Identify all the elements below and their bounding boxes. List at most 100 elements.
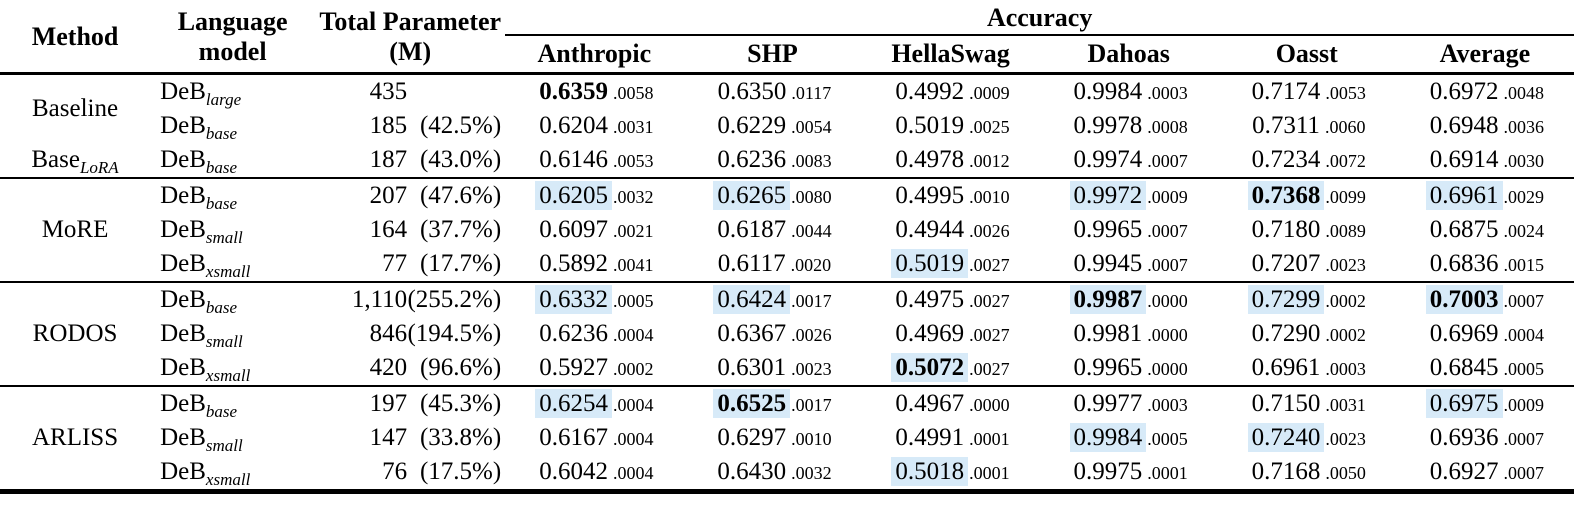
model-size-subscript: small	[205, 436, 243, 455]
col-header-accuracy-span: Accuracy	[505, 2, 1574, 36]
param-cell: 187 (43.0%)	[315, 143, 505, 178]
col-header-method: Method	[31, 22, 119, 52]
accuracy-value: 0.5019	[891, 249, 969, 278]
accuracy-cell: 0.6204.0031	[505, 109, 683, 143]
accuracy-cell: 0.4995.0010	[862, 178, 1040, 213]
model-name: DeB	[160, 216, 206, 243]
accuracy-cell: 0.7299.0002	[1218, 282, 1396, 317]
model-size-subscript: small	[205, 228, 243, 247]
param-percent: (45.3%)	[419, 390, 502, 417]
accuracy-value: 0.6430	[717, 458, 787, 485]
param-count: 147	[369, 424, 408, 451]
col-header-shp: SHP	[747, 39, 798, 69]
accuracy-cell: 0.5072.0027	[862, 351, 1040, 386]
accuracy-cell: 0.7168.0050	[1218, 455, 1396, 492]
accuracy-stddev: .0007	[1503, 291, 1545, 311]
accuracy-stddev: .0054	[791, 117, 832, 137]
accuracy-value: 0.6301	[717, 354, 787, 381]
accuracy-cell: 0.6042.0004	[505, 455, 683, 492]
accuracy-cell: 0.6146.0053	[505, 143, 683, 178]
accuracy-stddev: .0060	[1324, 117, 1366, 137]
accuracy-value: 0.6972	[1429, 78, 1499, 105]
table-row: RODOS DeBbase 1,110(255.2%) 0.6332.0005 …	[0, 282, 1574, 347]
accuracy-cell: 0.6936.0007	[1396, 421, 1574, 455]
accuracy-value: 0.7299	[1247, 285, 1325, 314]
accuracy-value: 0.9977	[1073, 390, 1143, 417]
param-count: 185	[369, 112, 408, 139]
accuracy-value: 0.7290	[1251, 320, 1321, 347]
accuracy-value: 0.6875	[1429, 216, 1499, 243]
table-row: ARLISS DeBbase 197 (45.3%) 0.6254.0004 0.…	[0, 386, 1574, 451]
accuracy-value: 0.6236	[539, 320, 608, 347]
accuracy-stddev: .0001	[969, 463, 1010, 483]
accuracy-stddev: .0036	[1503, 117, 1545, 137]
block-rodos: RODOS DeBbase 1,110(255.2%) 0.6332.0005 …	[0, 282, 1574, 386]
accuracy-cell: 0.4992.0009	[862, 74, 1040, 110]
accuracy-cell: 0.6297.0010	[683, 421, 861, 455]
table-row: DeBxsmall 77 (17.7%) 0.5892.0041 0.6117.0…	[0, 247, 1574, 282]
accuracy-cell: 0.5018.0001	[862, 455, 1040, 492]
accuracy-stddev: .0053	[1325, 83, 1366, 103]
accuracy-cell: 0.6236.0083	[683, 143, 861, 178]
accuracy-cell: 0.6975.0009	[1396, 386, 1574, 421]
accuracy-cell: 0.9945.0007	[1040, 247, 1218, 282]
accuracy-value: 0.6836	[1429, 250, 1499, 277]
accuracy-value: 0.7311	[1252, 112, 1320, 139]
accuracy-value: 0.9965	[1073, 354, 1143, 381]
accuracy-cell: 0.9984.0003	[1040, 74, 1218, 110]
accuracy-cell: 0.5892.0041	[505, 247, 683, 282]
accuracy-value: 0.6236	[717, 146, 787, 173]
header-row-datasets: Anthropic SHP HellaSwag Dahoas Oasst Ave…	[0, 35, 1574, 74]
accuracy-cell: 0.6117.0020	[683, 247, 861, 282]
accuracy-value: 0.4967	[895, 390, 965, 417]
accuracy-stddev: .0002	[612, 359, 654, 379]
accuracy-stddev: .0005	[1503, 359, 1545, 379]
accuracy-cell: 0.6254.0004	[505, 386, 683, 421]
accuracy-value: 0.7207	[1251, 250, 1321, 277]
accuracy-stddev: .0031	[612, 117, 654, 137]
accuracy-value: 0.4944	[895, 216, 965, 243]
accuracy-value: 0.4991	[895, 424, 965, 451]
accuracy-stddev: .0024	[1503, 221, 1545, 241]
accuracy-value: 0.6205	[535, 181, 612, 210]
param-count: 435	[369, 78, 408, 105]
method-name: Baseline	[31, 95, 119, 122]
accuracy-value: 0.6367	[717, 320, 787, 347]
accuracy-stddev: .0027	[969, 325, 1010, 345]
model-name: DeB	[160, 320, 206, 347]
accuracy-value: 0.6525	[713, 389, 791, 418]
accuracy-cell: 0.6914.0030	[1396, 143, 1574, 178]
table-row: DeBxsmall 76 (17.5%) 0.6042.0004 0.6430.0…	[0, 455, 1574, 492]
accuracy-value: 0.6969	[1429, 320, 1499, 347]
param-cell: 185 (42.5%)	[315, 109, 505, 143]
accuracy-cell: 0.9977.0003	[1040, 386, 1218, 421]
accuracy-value: 0.6948	[1429, 112, 1499, 139]
accuracy-value: 0.6359	[539, 78, 608, 105]
param-cell: 77 (17.7%)	[315, 247, 505, 282]
accuracy-cell: 0.5927.0002	[505, 351, 683, 386]
table-row: DeBsmall 147 (33.8%) 0.6167.0004 0.6297.0…	[0, 421, 1574, 455]
accuracy-stddev: .0044	[791, 221, 832, 241]
accuracy-stddev: .0017	[791, 291, 832, 311]
accuracy-cell: 0.4978.0012	[862, 143, 1040, 178]
accuracy-cell: 0.6927.0007	[1396, 455, 1574, 492]
accuracy-value: 0.7240	[1247, 423, 1325, 452]
accuracy-value: 0.9975	[1073, 458, 1143, 485]
param-percent: (255.2%)	[407, 286, 502, 313]
accuracy-stddev: .0009	[1147, 187, 1188, 207]
accuracy-cell: 0.4944.0026	[862, 213, 1040, 247]
col-header-average: Average	[1439, 39, 1531, 69]
accuracy-value: 0.6975	[1425, 389, 1503, 418]
accuracy-stddev: .0029	[1503, 187, 1545, 207]
accuracy-cell: 0.9978.0008	[1040, 109, 1218, 143]
table-row: Baseline DeBlarge 435 0.6359.0058 0.6350…	[0, 74, 1574, 122]
accuracy-value: 0.9978	[1073, 112, 1143, 139]
language-model-cell: DeBbase	[150, 282, 315, 317]
header-row-top: Method Language model Total Parameter (M…	[0, 2, 1574, 66]
accuracy-stddev: .0001	[969, 429, 1010, 449]
accuracy-value: 0.6961	[1425, 181, 1503, 210]
accuracy-stddev: .0007	[1147, 255, 1188, 275]
accuracy-stddev: .0058	[612, 83, 654, 103]
results-table: Method Language model Total Parameter (M…	[0, 2, 1574, 494]
param-percent: (43.0%)	[419, 146, 502, 173]
